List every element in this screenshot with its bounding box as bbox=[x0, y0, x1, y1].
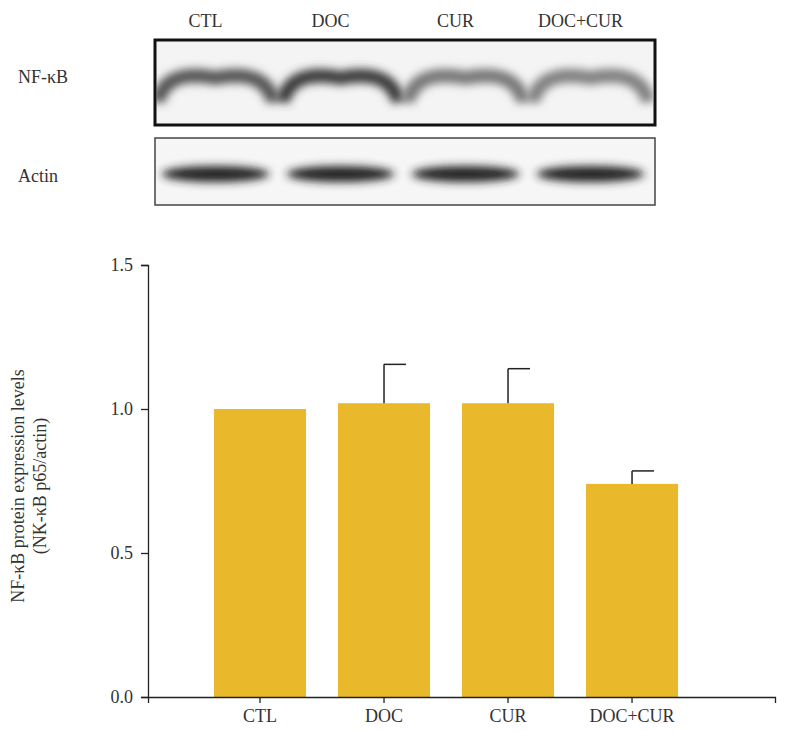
band bbox=[408, 76, 524, 102]
y-axis-title: NF-κB protein expression levels bbox=[8, 369, 28, 603]
y-tick-mark bbox=[141, 697, 148, 698]
row-label: Actin bbox=[18, 166, 58, 186]
band bbox=[283, 76, 399, 102]
band bbox=[537, 166, 645, 182]
y-axis: 0.0 0.5 1.0 1.5 bbox=[111, 255, 149, 707]
error-line bbox=[631, 471, 633, 484]
row-label: NF-κB bbox=[18, 67, 68, 87]
error-cap bbox=[508, 368, 530, 370]
y-tick: 1.0 bbox=[111, 399, 149, 419]
error-line bbox=[507, 369, 509, 404]
error-bar bbox=[508, 369, 530, 404]
x-axis: CTL DOC CUR DOC+CUR bbox=[149, 697, 776, 726]
y-axis-line bbox=[141, 266, 149, 698]
bar bbox=[214, 409, 306, 697]
x-tick: DOC bbox=[365, 697, 403, 726]
x-tick-label: CTL bbox=[243, 706, 277, 726]
y-axis-title: (NK-κB p65/actin) bbox=[30, 418, 51, 555]
lane-label: DOC bbox=[311, 11, 349, 31]
y-tick-label: 1.5 bbox=[111, 255, 134, 275]
band bbox=[162, 166, 270, 182]
y-tick: 0.0 bbox=[111, 687, 149, 707]
lane-label: CUR bbox=[437, 11, 474, 31]
x-tick-label: CUR bbox=[490, 706, 527, 726]
y-tick-label: 0.5 bbox=[111, 543, 134, 563]
band bbox=[287, 166, 395, 182]
lane-label: DOC+CUR bbox=[538, 11, 623, 31]
y-tick-mark bbox=[141, 265, 148, 266]
bar bbox=[586, 484, 678, 697]
band bbox=[412, 166, 520, 182]
blot-panel: CTL DOC CUR DOC+CUR NF-κB Actin bbox=[18, 11, 655, 205]
x-tick: CUR bbox=[490, 697, 527, 726]
blot-frame bbox=[155, 138, 655, 205]
band bbox=[533, 76, 649, 102]
x-axis-line bbox=[149, 698, 776, 704]
x-tick: CTL bbox=[243, 697, 277, 726]
blot-bands bbox=[162, 166, 645, 182]
y-tick-label: 1.0 bbox=[111, 399, 134, 419]
y-tick: 0.5 bbox=[111, 543, 149, 563]
x-tick-mark bbox=[507, 697, 508, 703]
error-line bbox=[383, 364, 385, 403]
y-tick-label: 0.0 bbox=[111, 687, 134, 707]
bar bbox=[338, 403, 430, 697]
error-bar bbox=[632, 471, 654, 484]
y-tick: 1.5 bbox=[111, 255, 149, 275]
band bbox=[158, 76, 274, 102]
error-cap bbox=[384, 364, 406, 366]
blot-frame bbox=[155, 40, 655, 125]
x-tick-mark bbox=[259, 697, 260, 703]
error-cap bbox=[632, 470, 654, 472]
lane-label: CTL bbox=[189, 11, 223, 31]
x-tick-mark bbox=[631, 697, 632, 703]
x-tick-label: DOC bbox=[365, 706, 403, 726]
figure: CTL DOC CUR DOC+CUR NF-κB Actin 0.0 0.5 1.0 1.5 CT… bbox=[0, 0, 788, 732]
x-tick-label: DOC+CUR bbox=[589, 706, 674, 726]
y-tick-mark bbox=[141, 553, 148, 554]
blot-bands bbox=[158, 76, 649, 102]
error-bar bbox=[384, 364, 406, 403]
y-tick-mark bbox=[141, 409, 148, 410]
x-tick: DOC+CUR bbox=[589, 697, 674, 726]
plot-area bbox=[214, 364, 678, 697]
bar bbox=[462, 403, 554, 697]
x-tick-mark bbox=[383, 697, 384, 703]
